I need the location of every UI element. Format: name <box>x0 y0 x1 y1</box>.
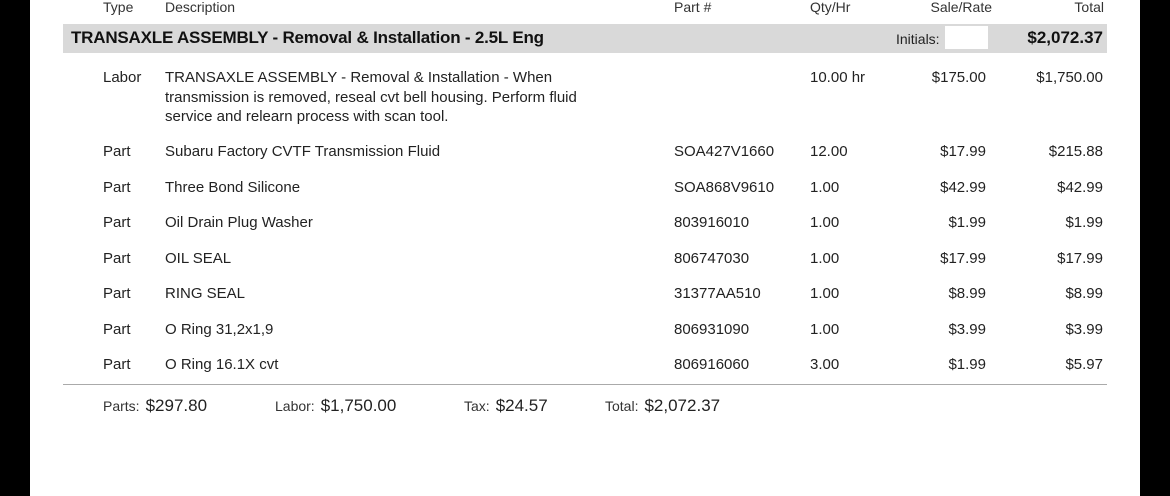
cell-rate: $1.99 <box>948 214 986 231</box>
cell-desc: Three Bond Silicone <box>165 179 301 196</box>
cell-qty: 1.00 <box>810 285 840 302</box>
header-description: Description <box>165 0 236 15</box>
cell-part: 803916010 <box>674 214 750 231</box>
invoice-page: Type Description Part # Qty/Hr Sale/Rate… <box>30 0 1140 496</box>
parts-label: Parts: <box>103 398 140 414</box>
header-rate: Sale/Rate <box>930 0 992 15</box>
cell-rate: $175.00 <box>931 69 986 86</box>
cell-type: Part <box>103 143 131 160</box>
cell-qty: 1.00 <box>810 179 840 196</box>
cell-total: $1,750.00 <box>1036 69 1103 86</box>
divider <box>63 384 1107 385</box>
total-value: $2,072.37 <box>644 396 721 415</box>
cell-desc: TRANSAXLE ASSEMBLY - Removal & Installat… <box>165 69 577 125</box>
total-label: Total: <box>605 398 639 414</box>
labor-value: $1,750.00 <box>320 396 397 415</box>
parts-summary: Parts: $297.80 <box>103 396 207 416</box>
tax-summary: Tax: $24.57 <box>464 396 548 416</box>
cell-total: $8.99 <box>1065 285 1103 302</box>
total-summary: Total: $2,072.37 <box>605 396 720 416</box>
section-header: TRANSAXLE ASSEMBLY - Removal & Installat… <box>63 24 1107 53</box>
cell-part: 31377AA510 <box>674 285 761 302</box>
cell-rate: $17.99 <box>940 250 986 267</box>
cell-rate: $17.99 <box>940 143 986 160</box>
header-total: Total <box>1074 0 1104 15</box>
cell-rate: $1.99 <box>948 356 986 373</box>
labor-label: Labor: <box>275 398 315 414</box>
initials-label: Initials: <box>896 31 940 47</box>
cell-part: 806747030 <box>674 250 750 267</box>
section-total: $2,072.37 <box>1027 28 1103 47</box>
cell-part: SOA427V1660 <box>674 143 775 160</box>
cell-total: $42.99 <box>1057 179 1103 196</box>
cell-part: 806931090 <box>674 321 750 338</box>
cell-qty: 3.00 <box>810 356 840 373</box>
cell-type: Labor <box>103 69 142 86</box>
header-type: Type <box>103 0 134 15</box>
cell-part: SOA868V9610 <box>674 179 775 196</box>
cell-part: 806916060 <box>674 356 750 373</box>
cell-type: Part <box>103 356 131 373</box>
initials-field[interactable] <box>945 26 988 49</box>
parts-value: $297.80 <box>145 396 208 415</box>
cell-type: Part <box>103 250 131 267</box>
cell-desc: O Ring 31,2x1,9 <box>165 321 274 338</box>
cell-type: Part <box>103 285 131 302</box>
cell-total: $215.88 <box>1048 143 1103 160</box>
cell-total: $5.97 <box>1065 356 1103 373</box>
cell-rate: $8.99 <box>948 285 986 302</box>
cell-rate: $42.99 <box>940 179 986 196</box>
cell-qty: 1.00 <box>810 321 840 338</box>
cell-total: $3.99 <box>1065 321 1103 338</box>
section-title: TRANSAXLE ASSEMBLY - Removal & Installat… <box>71 28 544 47</box>
cell-qty: 12.00 <box>810 143 848 160</box>
cell-qty: 1.00 <box>810 214 840 231</box>
cell-rate: $3.99 <box>948 321 986 338</box>
cell-type: Part <box>103 214 131 231</box>
labor-summary: Labor: $1,750.00 <box>275 396 396 416</box>
cell-qty: 1.00 <box>810 250 840 267</box>
cell-desc: OIL SEAL <box>165 250 232 267</box>
cell-type: Part <box>103 179 131 196</box>
cell-total: $1.99 <box>1065 214 1103 231</box>
header-part-number: Part # <box>674 0 712 15</box>
header-qty: Qty/Hr <box>810 0 851 15</box>
cell-desc: O Ring 16.1X cvt <box>165 356 279 373</box>
cell-desc: Oil Drain Plug Washer <box>165 214 313 231</box>
cell-total: $17.99 <box>1057 250 1103 267</box>
tax-value: $24.57 <box>495 396 548 415</box>
cell-desc: RING SEAL <box>165 285 246 302</box>
cell-type: Part <box>103 321 131 338</box>
cell-desc: Subaru Factory CVTF Transmission Fluid <box>165 143 441 160</box>
cell-qty: 10.00 hr <box>810 69 866 86</box>
tax-label: Tax: <box>464 398 490 414</box>
